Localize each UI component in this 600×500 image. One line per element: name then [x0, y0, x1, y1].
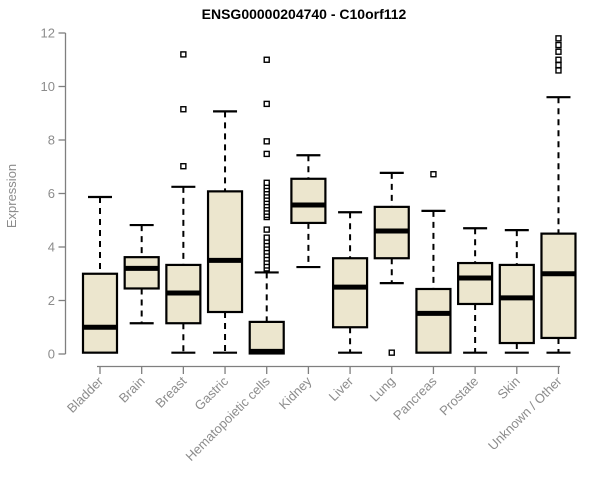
iqr-box: [457, 261, 494, 306]
iqr-box: [540, 232, 577, 340]
iqr-box: [290, 177, 327, 225]
box-breast: [165, 51, 202, 354]
outlier-point: [388, 349, 395, 356]
box-unknown-other: [540, 35, 577, 354]
outlier-point: [555, 48, 562, 55]
outlier-point: [180, 106, 187, 113]
box-lung: [373, 171, 410, 356]
outlier-point: [263, 100, 270, 108]
box-prostate: [457, 227, 494, 354]
y-tick-label: 0: [48, 347, 55, 362]
y-tick-label: 12: [41, 26, 55, 41]
outlier-point: [263, 138, 270, 145]
x-tick-label: Pancreas: [390, 373, 440, 423]
x-tick-label: Prostate: [436, 374, 481, 419]
y-tick-label: 8: [48, 133, 55, 148]
y-tick-label: 6: [48, 186, 55, 201]
outlier-point: [263, 56, 270, 63]
outlier-point: [263, 234, 270, 241]
outlier-point: [555, 56, 562, 63]
outlier-point: [555, 35, 562, 42]
x-tick-label: Liver: [326, 373, 357, 404]
iqr-box: [81, 272, 119, 354]
outlier-point: [180, 163, 187, 170]
x-tick-label: Lung: [367, 374, 398, 405]
outlier-point: [555, 61, 562, 69]
x-tick-label: Kidney: [276, 373, 315, 412]
iqr-box: [206, 190, 244, 314]
iqr-box: [498, 263, 535, 345]
box-bladder: [81, 195, 119, 354]
x-tick-label: Breast: [152, 373, 189, 410]
outlier-point: [555, 67, 562, 74]
iqr-box: [415, 287, 452, 354]
box-brain: [123, 223, 160, 325]
chart-title: ENSG00000204740 - C10orf112: [202, 6, 407, 22]
box-kidney: [290, 154, 327, 269]
x-tick-label: Unknown / Other: [485, 373, 565, 453]
y-tick-label: 10: [41, 79, 55, 94]
y-axis: 0 2 4 6 8 10 12: [41, 26, 67, 362]
x-tick-label: Bladder: [64, 373, 107, 416]
outlier-point: [555, 41, 562, 49]
iqr-box: [331, 257, 369, 329]
x-tick-label: Gastric: [191, 373, 231, 413]
iqr-box: [123, 256, 160, 290]
outlier-point: [180, 51, 187, 58]
outlier-point: [430, 171, 437, 178]
box-pancreas: [415, 171, 452, 354]
y-tick-label: 4: [48, 240, 55, 255]
x-tick-label: Skin: [494, 374, 522, 402]
outlier-point: [263, 226, 270, 233]
outlier-point: [263, 179, 270, 187]
y-axis-label: Expression: [4, 164, 19, 228]
box-gastric: [206, 110, 244, 354]
outlier-point: [263, 150, 270, 158]
x-tick-label: Brain: [116, 374, 148, 406]
iqr-box: [248, 320, 285, 355]
box-liver: [331, 211, 369, 354]
box-hematopoietic-cells: [248, 56, 285, 355]
box-skin: [498, 229, 535, 354]
y-tick-label: 2: [48, 293, 55, 308]
